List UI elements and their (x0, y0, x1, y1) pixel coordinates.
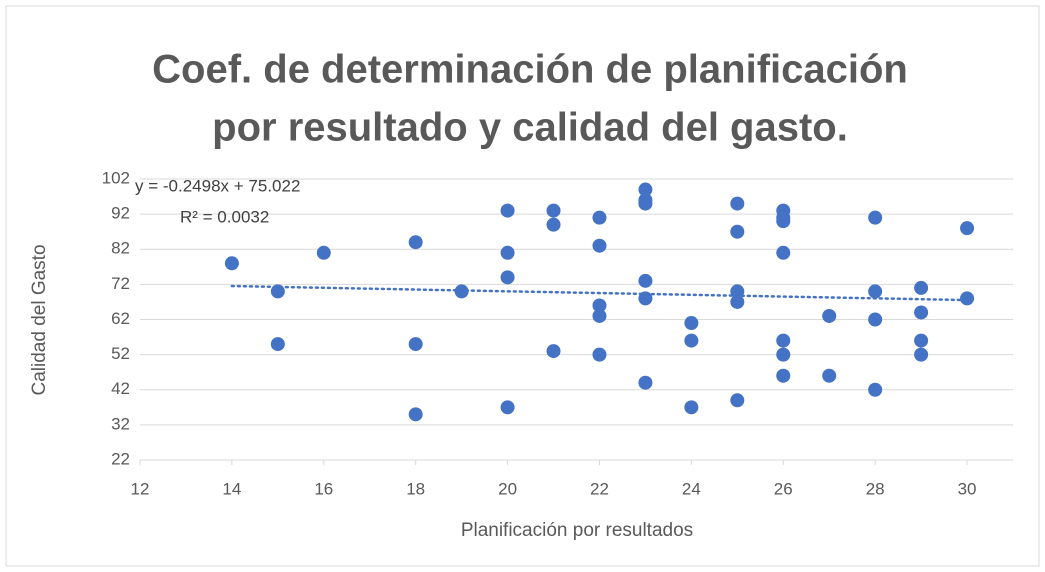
point (684, 333, 699, 348)
point (408, 337, 423, 352)
point (408, 235, 423, 250)
point (914, 280, 929, 295)
point (684, 316, 699, 331)
point (500, 270, 515, 285)
trendline-r2: R² = 0.0032 (180, 207, 269, 226)
point (408, 407, 423, 422)
point (638, 196, 653, 211)
point (500, 203, 515, 218)
point (822, 368, 837, 383)
point (730, 224, 745, 239)
point (776, 333, 791, 348)
point (638, 182, 653, 197)
point (868, 312, 883, 327)
x-tick-label: 28 (866, 479, 885, 498)
point (546, 217, 561, 232)
point (868, 382, 883, 397)
point (914, 305, 929, 320)
chart-frame (5, 5, 1040, 567)
y-tick-label: 42 (111, 379, 130, 398)
point (776, 368, 791, 383)
x-tick-label: 22 (590, 479, 609, 498)
x-tick-label: 26 (774, 479, 793, 498)
point (868, 210, 883, 225)
x-axis-title: Planificación por resultados (461, 520, 693, 541)
chart-title-line: Coef. de determinación de planificación (152, 48, 908, 92)
point (914, 333, 929, 348)
y-tick-label: 22 (111, 449, 130, 468)
x-tick-label: 20 (498, 479, 517, 498)
y-tick-label: 72 (111, 274, 130, 293)
point (546, 203, 561, 218)
point (730, 284, 745, 299)
point (638, 273, 653, 288)
point (592, 238, 607, 253)
trendline (230, 284, 969, 302)
point (500, 400, 515, 415)
point (822, 308, 837, 323)
x-tick-label: 18 (406, 479, 425, 498)
x-tick-label: 24 (682, 479, 701, 498)
point (546, 344, 561, 359)
point (500, 245, 515, 260)
point (592, 347, 607, 362)
point (592, 308, 607, 323)
y-tick-label: 82 (111, 239, 130, 258)
x-tick-label: 14 (222, 479, 241, 498)
y-tick-label: 32 (111, 414, 130, 433)
y-tick-label: 52 (111, 344, 130, 363)
y-axis-title: Calidad del Gasto (29, 244, 50, 395)
point (270, 337, 285, 352)
point (592, 298, 607, 313)
y-tick-label: 62 (111, 309, 130, 328)
point (316, 245, 331, 260)
point (730, 196, 745, 211)
point (776, 245, 791, 260)
x-tick-label: 12 (131, 479, 150, 498)
point (776, 347, 791, 362)
chart-title-line: por resultado y calidad del gasto. (212, 106, 848, 150)
point (960, 221, 975, 236)
point (638, 375, 653, 390)
point (730, 294, 745, 309)
point (684, 400, 699, 415)
point (730, 393, 745, 408)
point (868, 284, 883, 299)
point (914, 347, 929, 362)
point (592, 210, 607, 225)
trendline-equation: y = -0.2498x + 75.022 (135, 176, 300, 195)
point (776, 214, 791, 229)
x-tick-label: 30 (958, 479, 977, 498)
point (960, 291, 975, 306)
x-tick-label: 16 (314, 479, 333, 498)
y-tick-label: 92 (111, 204, 130, 223)
y-tick-label: 102 (102, 168, 130, 187)
point (224, 256, 239, 271)
